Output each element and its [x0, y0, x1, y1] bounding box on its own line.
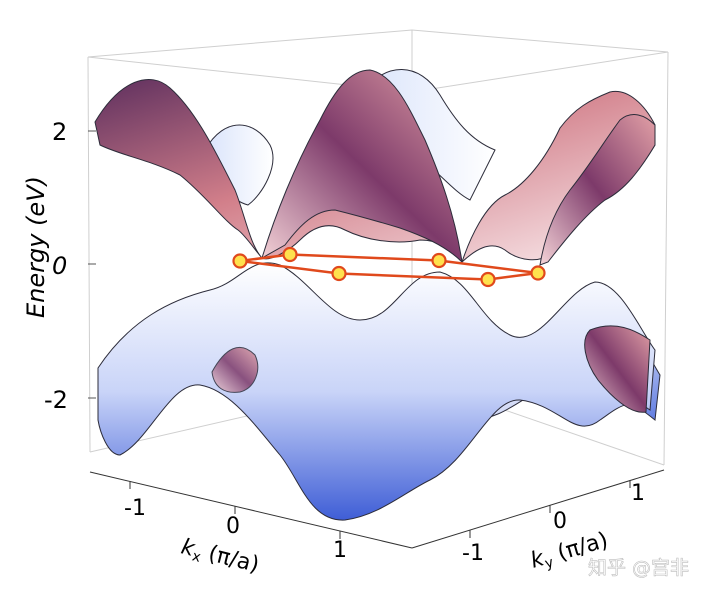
ky-tick-label: -1: [462, 541, 484, 566]
kx-tick-label: 0: [226, 514, 240, 539]
energy-tick-label: 2: [52, 118, 67, 146]
energy-tick-marks: [88, 130, 96, 399]
box-right-vertical: [663, 51, 669, 466]
upper-band-right-ridge: [539, 114, 656, 266]
dirac-point: [232, 253, 248, 269]
kx-axis-line: [89, 471, 413, 549]
energy-tick-label: -2: [44, 386, 68, 414]
ky-tick-label: 0: [553, 509, 567, 534]
lower-band-surface: [97, 262, 656, 521]
dirac-point: [282, 246, 298, 263]
kx-axis-title: kx (π/a): [178, 535, 262, 580]
ky-axis-line: [411, 469, 665, 549]
lower-band: [97, 262, 661, 521]
nodal-loop: [232, 246, 546, 288]
dirac-point: [530, 265, 546, 281]
lower-band-right-lobe: [584, 325, 651, 413]
kx-tick-label: 1: [333, 538, 347, 563]
ky-tick-label: 1: [631, 481, 645, 506]
dirac-point: [331, 265, 347, 282]
upper-band-ridge-front: [261, 69, 463, 264]
watermark-text: 知乎 @宫非: [588, 557, 689, 579]
kx-tick-label: -1: [124, 496, 146, 521]
energy-axis: 2 0 -2 Energy (eV): [22, 118, 96, 414]
upper-band: [94, 69, 656, 266]
kx-axis-title-sub: x: [190, 548, 202, 566]
energy-tick-label: 0: [52, 252, 67, 280]
lower-band-front-lobe: [211, 346, 259, 393]
box-back-top: [87, 29, 669, 58]
kx-axis: -1 0 1 kx (π/a): [89, 471, 413, 580]
dirac-point: [431, 252, 447, 269]
energy-axis-title: Energy (eV): [22, 176, 50, 318]
dirac-point: [480, 271, 496, 288]
box-left-vertical: [87, 56, 91, 453]
kx-axis-title-unit: (π/a): [199, 540, 262, 578]
